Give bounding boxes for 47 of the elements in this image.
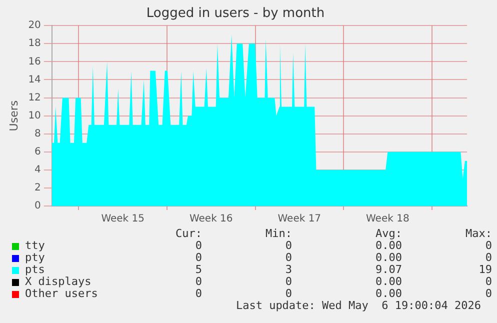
text: 0 xyxy=(284,251,292,264)
y-tick-label: 18 xyxy=(28,38,41,50)
x-tick-label: Week 18 xyxy=(366,214,410,225)
text: 0 xyxy=(484,275,492,288)
text: 9.07 xyxy=(374,263,402,276)
text: 0.00 xyxy=(374,251,402,264)
y-tick-label: 10 xyxy=(28,110,41,122)
x-tick-label: Week 17 xyxy=(278,214,322,225)
text: Avg: xyxy=(374,227,402,240)
text: 0 xyxy=(194,251,202,264)
legend-label: pty xyxy=(25,251,45,264)
text: Max: xyxy=(464,227,492,240)
y-tick-label: 14 xyxy=(28,74,41,86)
y-tick-label: 4 xyxy=(34,164,41,176)
y-tick-label: 16 xyxy=(28,56,41,68)
chart-title: Logged in users - by month xyxy=(146,6,325,22)
text: 0 xyxy=(284,287,292,300)
text: Last update: Wed May 6 19:00:04 2026 xyxy=(234,299,482,312)
text: Min: xyxy=(264,227,292,240)
y-axis-title: Users xyxy=(7,100,20,132)
text: 0 xyxy=(484,251,492,264)
y-tick-label: 0 xyxy=(34,200,41,212)
text: 5 xyxy=(194,263,202,276)
text: 0.00 xyxy=(374,275,402,288)
y-tick-label: 20 xyxy=(28,20,41,32)
y-tick-label: 2 xyxy=(34,182,41,194)
text: Cur: xyxy=(174,227,202,240)
text: 0 xyxy=(194,275,202,288)
text: 0 xyxy=(194,239,202,252)
x-tick-label: Week 15 xyxy=(101,214,145,225)
text: 0 xyxy=(284,239,292,252)
text: 0 xyxy=(484,287,492,300)
legend-label: X displays xyxy=(25,275,92,288)
text: 0 xyxy=(194,287,202,300)
y-tick-label: 6 xyxy=(34,146,41,158)
legend-label: Other users xyxy=(25,287,98,300)
y-tick-label: 12 xyxy=(28,92,41,104)
y-tick-label: 8 xyxy=(34,128,41,140)
text: 0 xyxy=(284,275,292,288)
legend-label: pts xyxy=(25,263,45,276)
legend-label: tty xyxy=(25,239,45,252)
text: 0 xyxy=(484,239,492,252)
text: 0.00 xyxy=(374,287,402,300)
x-tick-label: Week 16 xyxy=(189,214,233,225)
text: 19 xyxy=(478,263,492,276)
text: 3 xyxy=(284,263,292,276)
text: 0.00 xyxy=(374,239,402,252)
